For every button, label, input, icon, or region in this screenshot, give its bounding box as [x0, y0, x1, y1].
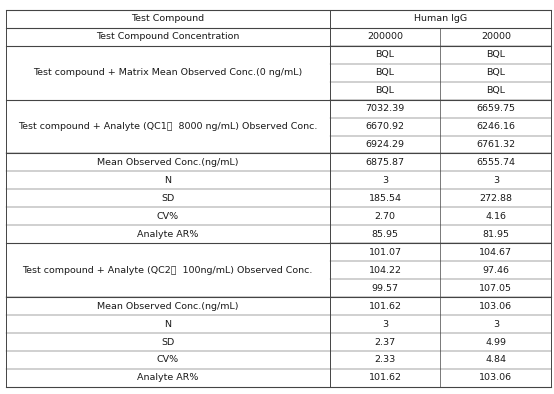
Text: Mean Observed Conc.(ng/mL): Mean Observed Conc.(ng/mL)	[97, 158, 238, 167]
Text: Test compound + Matrix Mean Observed Conc.(0 ng/mL): Test compound + Matrix Mean Observed Con…	[33, 68, 302, 77]
Text: 6555.74: 6555.74	[476, 158, 515, 167]
Text: 6875.87: 6875.87	[366, 158, 404, 167]
Text: Test Compound: Test Compound	[131, 14, 204, 23]
Text: 6246.16: 6246.16	[476, 122, 515, 131]
Text: 6761.32: 6761.32	[476, 140, 515, 149]
Text: N: N	[164, 176, 171, 185]
Text: 272.88: 272.88	[479, 194, 512, 203]
Text: SD: SD	[161, 338, 174, 346]
Text: 4.84: 4.84	[485, 355, 506, 364]
Text: BQL: BQL	[486, 86, 505, 95]
Text: CV%: CV%	[157, 355, 178, 364]
Text: 6924.29: 6924.29	[366, 140, 404, 149]
Text: Human IgG: Human IgG	[414, 14, 467, 23]
Text: 3: 3	[493, 176, 499, 185]
Text: 103.06: 103.06	[479, 302, 512, 310]
Text: BQL: BQL	[486, 68, 505, 77]
Text: 3: 3	[493, 320, 499, 329]
Text: 4.16: 4.16	[485, 212, 506, 221]
Text: 7032.39: 7032.39	[366, 104, 404, 113]
Text: 4.99: 4.99	[485, 338, 506, 346]
Text: 3: 3	[382, 320, 388, 329]
Text: 2.70: 2.70	[375, 212, 396, 221]
Text: 103.06: 103.06	[479, 374, 512, 383]
Text: 104.67: 104.67	[479, 248, 512, 257]
Text: 107.05: 107.05	[479, 284, 512, 293]
Text: 99.57: 99.57	[372, 284, 398, 293]
Text: 97.46: 97.46	[483, 266, 509, 275]
Text: 81.95: 81.95	[483, 230, 509, 239]
Text: Test compound + Analyte (QC2：  100ng/mL) Observed Conc.: Test compound + Analyte (QC2： 100ng/mL) …	[22, 266, 313, 275]
Text: BQL: BQL	[376, 86, 394, 95]
Text: 104.22: 104.22	[368, 266, 402, 275]
Text: 6659.75: 6659.75	[476, 104, 515, 113]
Text: 185.54: 185.54	[368, 194, 402, 203]
Text: Test compound + Analyte (QC1：  8000 ng/mL) Observed Conc.: Test compound + Analyte (QC1： 8000 ng/mL…	[18, 122, 317, 131]
Text: Test Compound Concentration: Test Compound Concentration	[96, 32, 239, 41]
Text: 2.37: 2.37	[375, 338, 396, 346]
Text: 20000: 20000	[481, 32, 511, 41]
Text: Analyte AR%: Analyte AR%	[137, 230, 198, 239]
Text: N: N	[164, 320, 171, 329]
Text: Analyte AR%: Analyte AR%	[137, 374, 198, 383]
Text: 200000: 200000	[367, 32, 403, 41]
Text: BQL: BQL	[376, 50, 394, 59]
Text: Mean Observed Conc.(ng/mL): Mean Observed Conc.(ng/mL)	[97, 302, 238, 310]
Text: BQL: BQL	[376, 68, 394, 77]
Text: 6670.92: 6670.92	[366, 122, 404, 131]
Text: SD: SD	[161, 194, 174, 203]
Text: 101.62: 101.62	[368, 302, 402, 310]
Text: 101.07: 101.07	[368, 248, 402, 257]
Text: 3: 3	[382, 176, 388, 185]
Text: CV%: CV%	[157, 212, 178, 221]
Text: BQL: BQL	[486, 50, 505, 59]
Text: 85.95: 85.95	[372, 230, 398, 239]
Text: 101.62: 101.62	[368, 374, 402, 383]
Text: 2.33: 2.33	[375, 355, 396, 364]
